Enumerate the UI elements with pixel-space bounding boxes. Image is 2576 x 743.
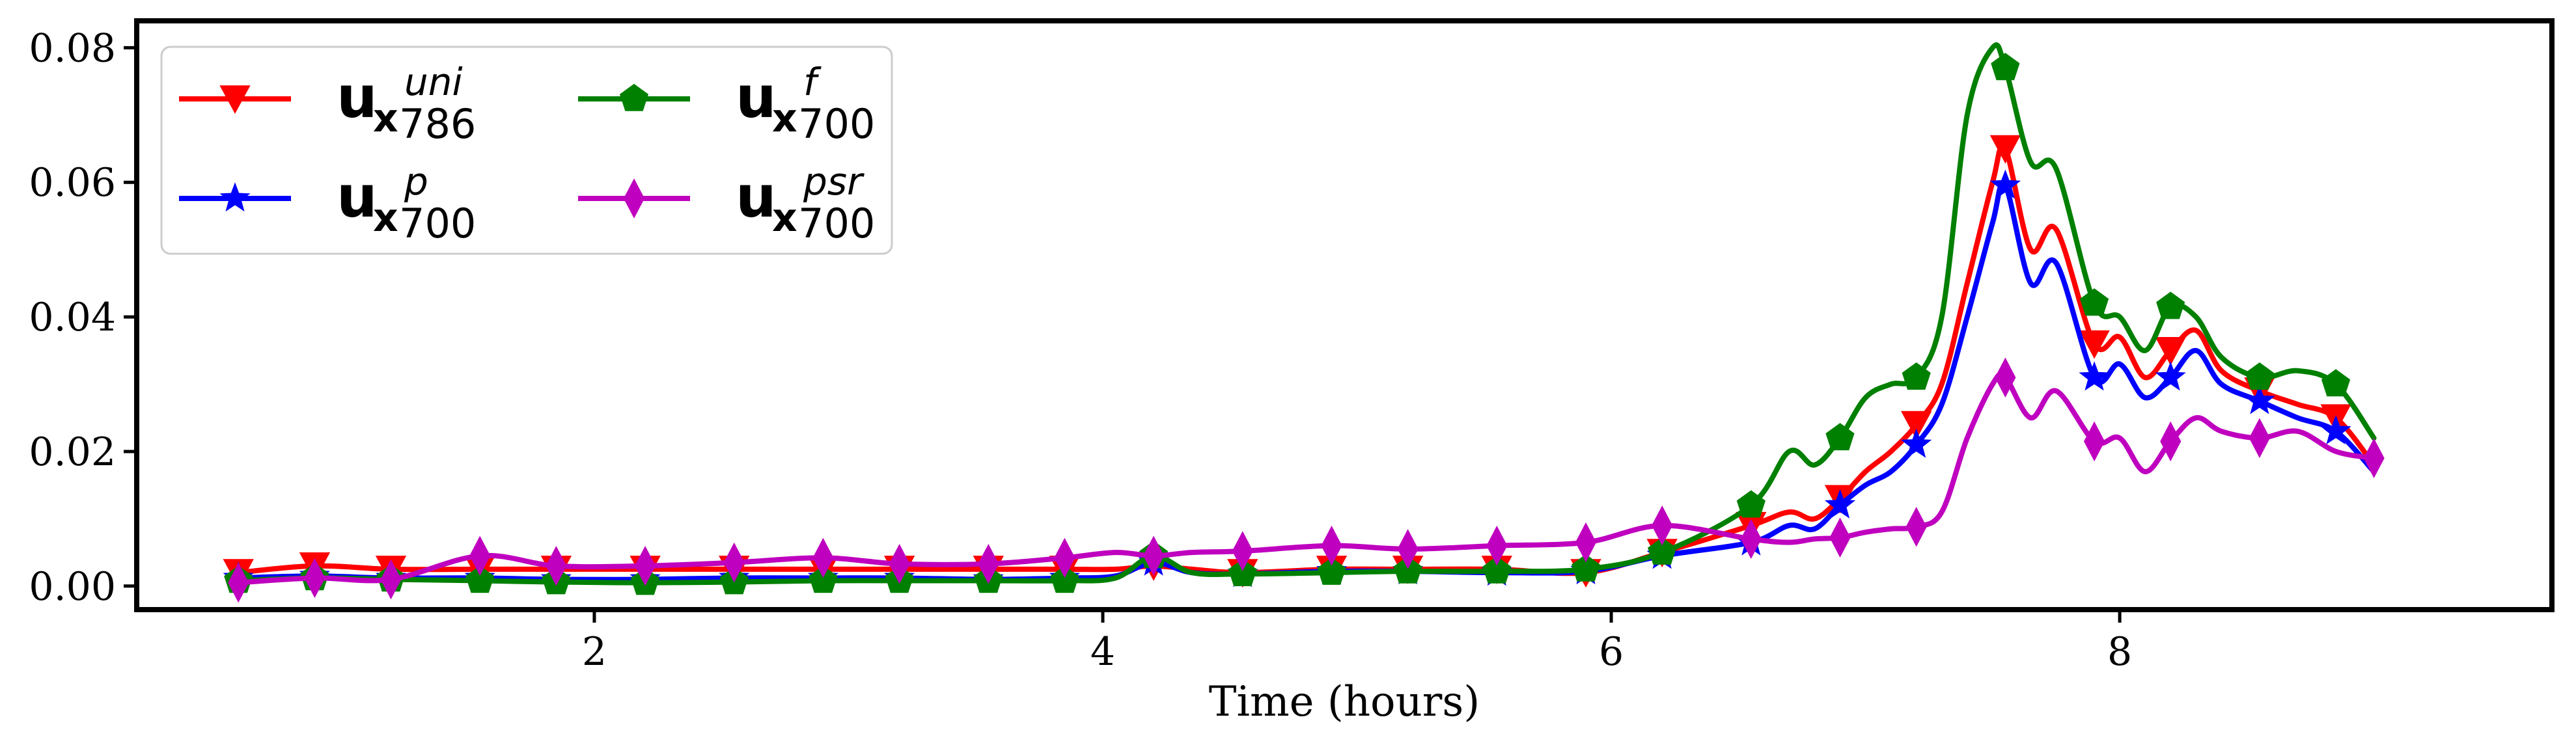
data-point	[1321, 525, 1342, 566]
data-point	[1397, 529, 1419, 569]
x-tick-label: 8	[2107, 629, 2132, 675]
data-point	[1740, 519, 1762, 560]
data-point	[1652, 505, 1673, 546]
series-line	[236, 42, 2377, 586]
data-point	[1901, 428, 1932, 458]
data-point	[1648, 537, 1677, 565]
legend-marker	[219, 85, 251, 115]
y-tick-label: 0.00	[29, 564, 116, 610]
x-tick-label: 6	[1599, 629, 1624, 675]
y-axis: 0.00 0.02 0.04 0.06 0.08	[29, 25, 137, 610]
data-point	[2245, 362, 2274, 390]
data-point	[465, 565, 495, 593]
x-axis-title: Time (hours)	[1209, 678, 1480, 726]
legend-symbol: u	[337, 163, 378, 230]
data-point	[2156, 291, 2185, 319]
data-point	[1989, 169, 2021, 199]
data-point	[2321, 369, 2351, 397]
data-point	[1232, 531, 1253, 571]
data-point	[1905, 507, 1927, 547]
legend-symbol: u	[736, 64, 777, 131]
data-point	[723, 542, 745, 583]
y-tick-label: 0.02	[29, 429, 116, 475]
data-point	[1228, 558, 1257, 586]
data-point	[2155, 361, 2186, 391]
data-point	[1902, 362, 1931, 390]
legend-symbol: u	[337, 64, 378, 131]
data-point	[1050, 565, 1079, 593]
legend-subscript: 786	[399, 100, 476, 148]
y-tick-label: 0.06	[29, 160, 116, 206]
legend-symbol: u	[736, 163, 777, 230]
data-point	[2249, 418, 2271, 459]
legend-box	[160, 46, 893, 255]
legend-subscript-bold: x	[772, 195, 797, 241]
series-3	[228, 357, 2385, 603]
x-tick-label: 2	[582, 629, 607, 675]
data-point	[812, 537, 834, 578]
legend-superscript: psr	[803, 159, 865, 204]
x-tick-label: 4	[1090, 629, 1115, 675]
data-point	[228, 562, 249, 603]
data-point	[1393, 556, 1422, 584]
data-point	[978, 543, 999, 584]
data-point	[380, 559, 402, 600]
data-point	[469, 535, 491, 576]
data-point	[2160, 421, 2181, 462]
data-point	[1486, 525, 1508, 566]
data-point	[1829, 517, 1851, 558]
series-layer	[223, 42, 2385, 603]
data-point	[1317, 557, 1346, 585]
data-point	[1825, 423, 1855, 451]
legend-subscript-bold: x	[373, 96, 398, 141]
data-point	[1736, 490, 1766, 518]
legend-subscript: 700	[798, 100, 875, 148]
data-point	[1901, 411, 1932, 440]
data-point	[1995, 357, 2016, 398]
data-point	[1143, 535, 1165, 576]
data-point	[1482, 556, 1512, 584]
y-tick-label: 0.08	[29, 25, 116, 71]
data-point	[2079, 361, 2110, 391]
data-point	[1575, 522, 1597, 563]
legend-marker	[619, 83, 649, 111]
data-point	[546, 546, 567, 586]
data-point	[809, 565, 838, 593]
data-point	[1824, 489, 1856, 519]
legend-superscript: uni	[404, 60, 463, 104]
legend-superscript: p	[404, 159, 428, 204]
data-point	[2244, 385, 2275, 414]
data-point	[2079, 288, 2109, 316]
data-point	[634, 546, 656, 586]
data-point	[1571, 554, 1601, 582]
legend-marker	[219, 182, 251, 212]
legend-subscript-bold: x	[373, 195, 398, 241]
data-point	[2320, 415, 2351, 445]
data-point	[1989, 135, 2021, 164]
plot-frame	[134, 18, 2555, 612]
y-tick-label: 0.04	[29, 295, 116, 340]
data-point	[1991, 53, 2020, 81]
legend-subscript-bold: x	[772, 96, 797, 141]
data-point	[889, 543, 910, 584]
legend-subscript: 700	[798, 200, 875, 247]
data-point	[2079, 330, 2110, 359]
data-point	[2083, 421, 2105, 462]
legend-marker	[623, 178, 645, 219]
data-point	[1054, 537, 1075, 578]
x-axis: 2 4 6 8	[582, 610, 2132, 675]
legend-subscript: 700	[399, 200, 476, 247]
data-point	[2363, 438, 2385, 479]
data-point	[304, 558, 325, 599]
data-point	[2155, 337, 2186, 366]
